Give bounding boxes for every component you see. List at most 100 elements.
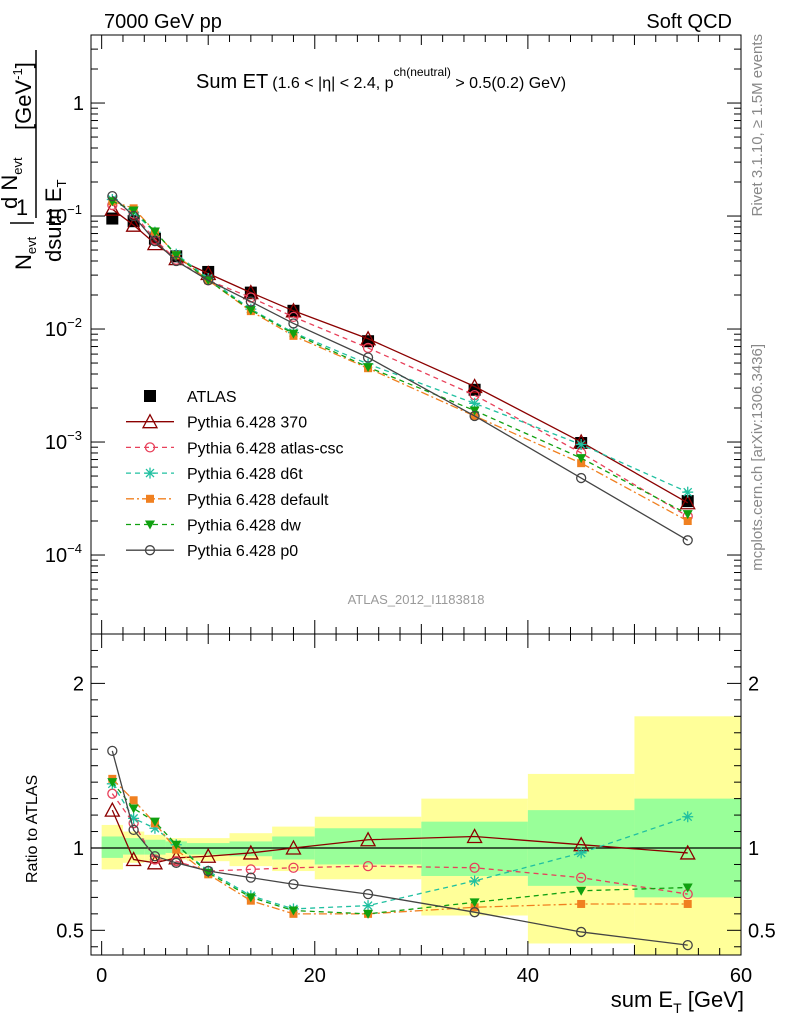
ratio-series-pythia-6-428-default-point-10 bbox=[683, 899, 692, 908]
ratio-series-pythia-6-428-dw-point-5 bbox=[245, 893, 256, 903]
header-right: Soft QCD bbox=[646, 11, 732, 33]
legend-label-pythia-6-428-370: Pythia 6.428 370 bbox=[187, 415, 307, 432]
ratio-series-pythia-6-428-d6t-point-10-stroke-3 bbox=[683, 812, 693, 822]
legend-label-pythia-6-428-p0: Pythia 6.428 p0 bbox=[187, 543, 298, 560]
xlabel-text: sum E bbox=[611, 987, 673, 1012]
ratio-series-pythia-6-428-atlas-csc-point-5 bbox=[245, 864, 256, 875]
main-series-pythia-6-428-p0 bbox=[107, 190, 693, 546]
legend-marker-pythia-6-428-default bbox=[146, 494, 154, 503]
ratio-series-pythia-6-428-p0-point-9 bbox=[576, 926, 587, 938]
ratio-series-pythia-6-428-370-point-6 bbox=[285, 839, 302, 855]
ratio-series-pythia-6-428-atlas-csc-point-9 bbox=[576, 872, 587, 883]
ratio-series-pythia-6-428-d6t-point-7-stroke-3 bbox=[363, 901, 373, 911]
ratio-series-pythia-6-428-dw-point-6 bbox=[288, 906, 299, 916]
ratio-series-pythia-6-428-370-point-10 bbox=[679, 844, 696, 860]
ratio-series-pythia-6-428-p0-point-0 bbox=[107, 745, 118, 757]
main-subtitle: (1.6 < |η| < 2.4, p bbox=[272, 75, 393, 92]
y-tick-label-main-3: 10−3 bbox=[45, 428, 82, 454]
y-tick-label-ratio-left-2: 2 bbox=[73, 673, 84, 695]
main-series-pythia-6-428-d6t-point-10 bbox=[682, 486, 694, 498]
ratio-series-pythia-6-428-370-point-0 bbox=[104, 801, 121, 817]
main-series-pythia-6-428-p0-point-2 bbox=[149, 235, 161, 247]
ratio-series-pythia-6-428-370-point-7 bbox=[359, 831, 377, 847]
ratio-series-pythia-6-428-dw-point-10 bbox=[682, 883, 693, 893]
rivet-label: Rivet 3.1.10, ≥ 1.5M events bbox=[749, 34, 766, 217]
main-series-pythia-6-428-default-point-9 bbox=[577, 459, 586, 468]
ratio-series-pythia-6-428-dw-point-1 bbox=[128, 804, 139, 814]
ratio-series-pythia-6-428-d6t-point-8-stroke-3 bbox=[470, 876, 480, 886]
band-inner-1 bbox=[122, 838, 145, 855]
legend: ATLAS Pythia 6.428 370 Pythia 6.428 atlas-… bbox=[126, 389, 344, 560]
main-series-pythia-6-428-dw-point-3 bbox=[171, 251, 182, 261]
main-subtitle-sup: ch(neutral) bbox=[394, 65, 451, 79]
ylabel-nevt: Nevt bbox=[11, 236, 39, 270]
main-series-pythia-6-428-370-line bbox=[111, 208, 689, 504]
ratio-series-pythia-6-428-370-point-1 bbox=[125, 851, 142, 867]
ratio-series-pythia-6-428-dw-point-2 bbox=[149, 817, 160, 827]
y-tick-label-ratio-left-0.5: 0.5 bbox=[56, 920, 84, 942]
ratio-series-pythia-6-428-370-point-8 bbox=[466, 828, 483, 844]
ratio-series-pythia-6-428-370-point-4 bbox=[200, 847, 217, 863]
main-series-pythia-6-428-p0-point-4 bbox=[203, 275, 214, 286]
ratio-series-pythia-6-428-p0-point-7 bbox=[362, 888, 374, 900]
ratio-series-pythia-6-428-dw-point-8 bbox=[469, 898, 480, 908]
main-series-pythia-6-428-370-point-7 bbox=[359, 330, 377, 346]
ratio-series-layer bbox=[104, 745, 696, 951]
main-series-pythia-6-428-default-point-10 bbox=[683, 517, 692, 526]
header-left: 7000 GeV pp bbox=[104, 11, 222, 33]
main-series-pythia-6-428-dw-point-6 bbox=[288, 329, 299, 339]
ratio-series-pythia-6-428-default-point-9 bbox=[577, 899, 586, 908]
main-series-pythia-6-428-p0-point-9 bbox=[576, 472, 587, 484]
y-tick-label-main-2: 10−2 bbox=[45, 315, 82, 341]
legend-marker-pythia-6-428-d6t bbox=[144, 467, 156, 479]
ratio-series-pythia-6-428-default-point-1 bbox=[129, 796, 138, 805]
mcplots-label: mcplots.cern.ch [arXiv:1306.3436] bbox=[749, 344, 766, 571]
main-title-text: Sum ET bbox=[196, 71, 268, 93]
y-tick-label-main-0: 1 bbox=[73, 93, 84, 115]
main-series-pythia-6-428-p0-point-3 bbox=[171, 255, 182, 267]
ratio-series-pythia-6-428-d6t-point-10 bbox=[682, 811, 694, 823]
legend-label-pythia-6-428-d6t: Pythia 6.428 d6t bbox=[187, 466, 303, 483]
ratio-series-pythia-6-428-dw bbox=[107, 778, 693, 919]
ylabel-unit: [GeV-1] bbox=[10, 62, 36, 130]
ratio-series-pythia-6-428-d6t-point-9-stroke-3 bbox=[576, 848, 586, 858]
ratio-series-pythia-6-428-p0-line bbox=[111, 750, 688, 946]
main-series-pythia-6-428-dw-point-10 bbox=[682, 510, 693, 520]
ratio-series-pythia-6-428-p0 bbox=[107, 745, 693, 951]
main-series-pythia-6-428-p0-point-5 bbox=[245, 296, 256, 307]
main-series-layer bbox=[104, 190, 696, 546]
ratio-series-pythia-6-428-p0-point-10 bbox=[682, 939, 693, 951]
ratio-series-pythia-6-428-dw-point-7 bbox=[363, 909, 374, 919]
y-tick-label-ratio-left-1: 1 bbox=[73, 838, 84, 860]
ratio-series-pythia-6-428-p0-point-1 bbox=[128, 824, 139, 836]
main-series-pythia-6-428-p0-line bbox=[111, 195, 689, 541]
y-tick-label-ratio-right-2: 2 bbox=[748, 673, 759, 695]
band-inner-5 bbox=[229, 841, 273, 857]
main-series-pythia-6-428-370-point-1 bbox=[125, 216, 142, 232]
main-series-pythia-6-428-p0-point-10 bbox=[682, 535, 693, 546]
ratio-series-pythia-6-428-p0-point-3 bbox=[171, 857, 182, 868]
main-series-pythia-6-428-d6t-point-10-stroke-3 bbox=[683, 487, 693, 497]
band-inner-0 bbox=[101, 836, 123, 858]
ratio-series-pythia-6-428-dw-point-0 bbox=[107, 778, 118, 788]
main-subtitle-end: > 0.5(0.2) GeV) bbox=[451, 75, 566, 92]
main-series-pythia-6-428-dw-point-2 bbox=[149, 227, 160, 237]
main-series-atlas bbox=[106, 212, 694, 508]
band-inner-2 bbox=[144, 839, 166, 855]
ratio-series-pythia-6-428-atlas-csc-point-7 bbox=[362, 860, 374, 872]
main-series-atlas-point-0 bbox=[106, 212, 119, 225]
xlabel-sub: T bbox=[673, 1000, 682, 1016]
main-series-pythia-6-428-p0-point-8 bbox=[469, 410, 480, 422]
ratio-series-pythia-6-428-d6t-point-9 bbox=[575, 847, 587, 859]
ratio-series-pythia-6-428-default-line bbox=[111, 778, 688, 915]
ratio-series-pythia-6-428-atlas-csc-point-2 bbox=[149, 854, 161, 865]
main-series-pythia-6-428-p0-point-1 bbox=[128, 210, 139, 222]
main-series-pythia-6-428-atlas-csc-point-6 bbox=[288, 311, 299, 323]
ratio-series-pythia-6-428-p0-point-6 bbox=[288, 879, 299, 890]
ratio-series-pythia-6-428-370-point-3 bbox=[168, 849, 185, 865]
y-tick-label-ratio-right-0.5: 0.5 bbox=[748, 920, 776, 942]
main-series-pythia-6-428-370-point-5 bbox=[242, 284, 259, 300]
ratio-series-pythia-6-428-p0-point-4 bbox=[203, 865, 214, 877]
x-tick-label-0: 0 bbox=[96, 965, 107, 987]
